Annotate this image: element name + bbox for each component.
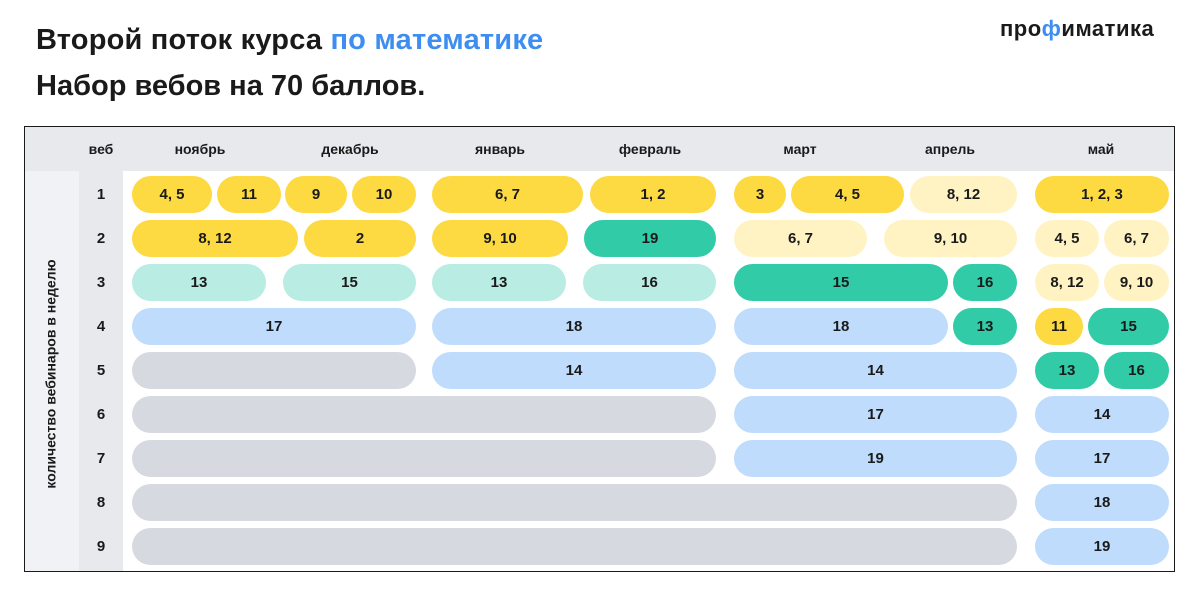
webinar-pill: 13 [953,308,1017,345]
month-header-feb: февраль [618,141,682,157]
row-number-column [79,127,123,571]
webinar-pill: 8, 12 [910,176,1017,213]
webinar-pill: 14 [1035,396,1169,433]
webinar-pill: 15 [734,264,948,301]
title-accent: по математике [330,24,544,56]
webinar-pill: 15 [1088,308,1169,345]
page-subtitle: Набор вебов на 70 баллов. [36,70,426,102]
side-label-column [25,127,79,571]
webinar-pill: 4, 5 [1035,220,1099,257]
month-header-dec: декабрь [321,141,379,157]
webinar-pill: 18 [734,308,948,345]
month-header-mar: март [783,141,817,157]
webinar-pill: 4, 5 [791,176,904,213]
webinar-pill: 6, 7 [1104,220,1169,257]
webinar-pill: 9, 10 [432,220,568,257]
month-header-may: май [1087,141,1115,157]
webinar-pill: 11 [1035,308,1083,345]
empty-slot-pill [132,352,416,389]
webinar-pill: 17 [734,396,1017,433]
row-number: 3 [96,274,106,291]
row-number: 8 [96,494,106,511]
webinar-pill: 15 [283,264,416,301]
webinar-pill: 8, 12 [1035,264,1099,301]
webinar-pill: 4, 5 [132,176,212,213]
webinar-pill: 19 [1035,528,1169,565]
webinar-pill: 1, 2 [590,176,716,213]
webinar-pill: 13 [1035,352,1099,389]
schedule-table: количество вебинаров в неделю веб ноябрь… [24,126,1175,572]
webinar-pill: 11 [217,176,281,213]
webinar-pill: 16 [1104,352,1169,389]
row-number: 4 [96,318,106,335]
row-number: 9 [96,538,106,555]
empty-slot-pill [132,528,1017,565]
empty-slot-pill [132,440,716,477]
row-number: 7 [96,450,106,467]
webinar-pill: 19 [584,220,716,257]
month-header-jan: январь [475,141,525,157]
webinar-pill: 18 [1035,484,1169,521]
webinar-pill: 6, 7 [734,220,867,257]
webinar-pill: 14 [734,352,1017,389]
web-header: веб [88,141,114,157]
webinar-pill: 2 [304,220,416,257]
webinar-pill: 18 [432,308,716,345]
webinar-pill: 17 [1035,440,1169,477]
webinar-pill: 8, 12 [132,220,298,257]
webinar-pill: 9, 10 [1104,264,1169,301]
webinar-pill: 9, 10 [884,220,1017,257]
webinar-pill: 14 [432,352,716,389]
webinar-pill: 13 [132,264,266,301]
empty-slot-pill [132,396,716,433]
webinar-pill: 6, 7 [432,176,583,213]
webinar-pill: 3 [734,176,786,213]
row-number: 5 [96,362,106,379]
page-title: Второй поток курса по математике [36,24,544,56]
webinar-pill: 1, 2, 3 [1035,176,1169,213]
row-number: 1 [96,186,106,203]
row-number: 2 [96,230,106,247]
month-header-apr: апрель [924,141,976,157]
table-header [25,127,1174,171]
webinar-pill: 10 [352,176,416,213]
row-number: 6 [96,406,106,423]
webinar-pill: 13 [432,264,566,301]
empty-slot-pill [132,484,1017,521]
side-label: количество вебинаров в неделю [43,259,60,489]
brand-logo: профиматика [1000,16,1155,41]
webinar-pill: 17 [132,308,416,345]
webinar-pill: 9 [285,176,347,213]
month-header-nov: ноябрь [174,141,226,157]
webinar-pill: 16 [953,264,1017,301]
webinar-pill: 16 [583,264,716,301]
webinar-pill: 19 [734,440,1017,477]
